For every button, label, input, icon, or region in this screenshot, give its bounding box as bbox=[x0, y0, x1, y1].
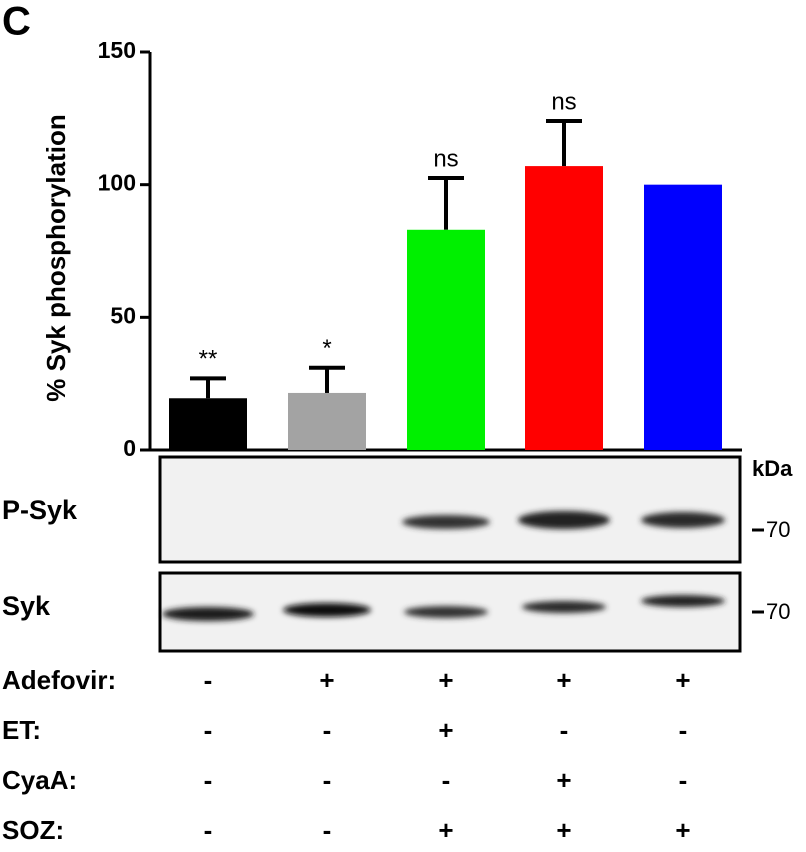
treatment-label: CyaA: bbox=[2, 765, 77, 795]
treatment-sign: - bbox=[204, 815, 213, 845]
treatment-sign: - bbox=[679, 765, 688, 795]
significance-label: * bbox=[322, 335, 331, 362]
band bbox=[522, 601, 606, 613]
marker-label: 70 bbox=[766, 599, 790, 624]
treatment-sign: - bbox=[323, 715, 332, 745]
band bbox=[641, 512, 725, 528]
error-bar bbox=[546, 118, 582, 167]
marker-label: 70 bbox=[766, 517, 790, 542]
error-bar bbox=[428, 176, 464, 230]
significance-label: ** bbox=[199, 346, 218, 373]
kda-label: kDa bbox=[752, 456, 793, 481]
significance-label: ns bbox=[433, 145, 458, 172]
bar bbox=[407, 229, 485, 450]
band bbox=[283, 603, 371, 617]
treatment-sign: + bbox=[556, 665, 571, 695]
panel-label: C bbox=[2, 0, 31, 44]
treatment-sign: - bbox=[323, 765, 332, 795]
band bbox=[162, 607, 254, 621]
treatment-label: SOZ: bbox=[2, 815, 64, 845]
treatment-sign: - bbox=[442, 765, 451, 795]
treatment-sign: + bbox=[675, 665, 690, 695]
treatment-sign: - bbox=[679, 715, 688, 745]
significance-label: ns bbox=[551, 88, 576, 115]
blot-frame bbox=[158, 455, 742, 564]
bar bbox=[525, 166, 603, 451]
treatment-sign: + bbox=[438, 665, 453, 695]
treatment-sign: + bbox=[319, 665, 334, 695]
y-tick-label: 0 bbox=[123, 435, 136, 461]
blot-p-syk bbox=[158, 455, 742, 564]
treatment-sign: - bbox=[204, 715, 213, 745]
band bbox=[402, 515, 490, 529]
treatment-sign: + bbox=[556, 765, 571, 795]
y-axis-label: % Syk phosphorylation bbox=[41, 114, 71, 402]
error-bar bbox=[190, 376, 226, 399]
blot-syk bbox=[158, 571, 742, 653]
bar bbox=[169, 398, 247, 450]
treatment-sign: + bbox=[438, 815, 453, 845]
treatment-sign: - bbox=[204, 765, 213, 795]
error-bar bbox=[309, 365, 345, 393]
blot-label: P-Syk bbox=[2, 495, 78, 525]
y-tick-label: 50 bbox=[110, 302, 136, 328]
treatment-label: Adefovir: bbox=[2, 665, 116, 695]
blot-label: Syk bbox=[2, 591, 51, 621]
treatment-sign: - bbox=[323, 815, 332, 845]
treatment-label: ET: bbox=[2, 715, 41, 745]
bar bbox=[644, 184, 722, 450]
treatment-sign: + bbox=[675, 815, 690, 845]
y-tick-label: 100 bbox=[98, 170, 136, 196]
band bbox=[518, 511, 610, 529]
treatment-sign: + bbox=[438, 715, 453, 745]
y-tick-label: 150 bbox=[98, 37, 136, 63]
band bbox=[404, 606, 488, 618]
treatment-sign: - bbox=[204, 665, 213, 695]
treatment-sign: - bbox=[560, 715, 569, 745]
treatment-sign: + bbox=[556, 815, 571, 845]
bar bbox=[288, 392, 366, 450]
band bbox=[641, 595, 725, 607]
